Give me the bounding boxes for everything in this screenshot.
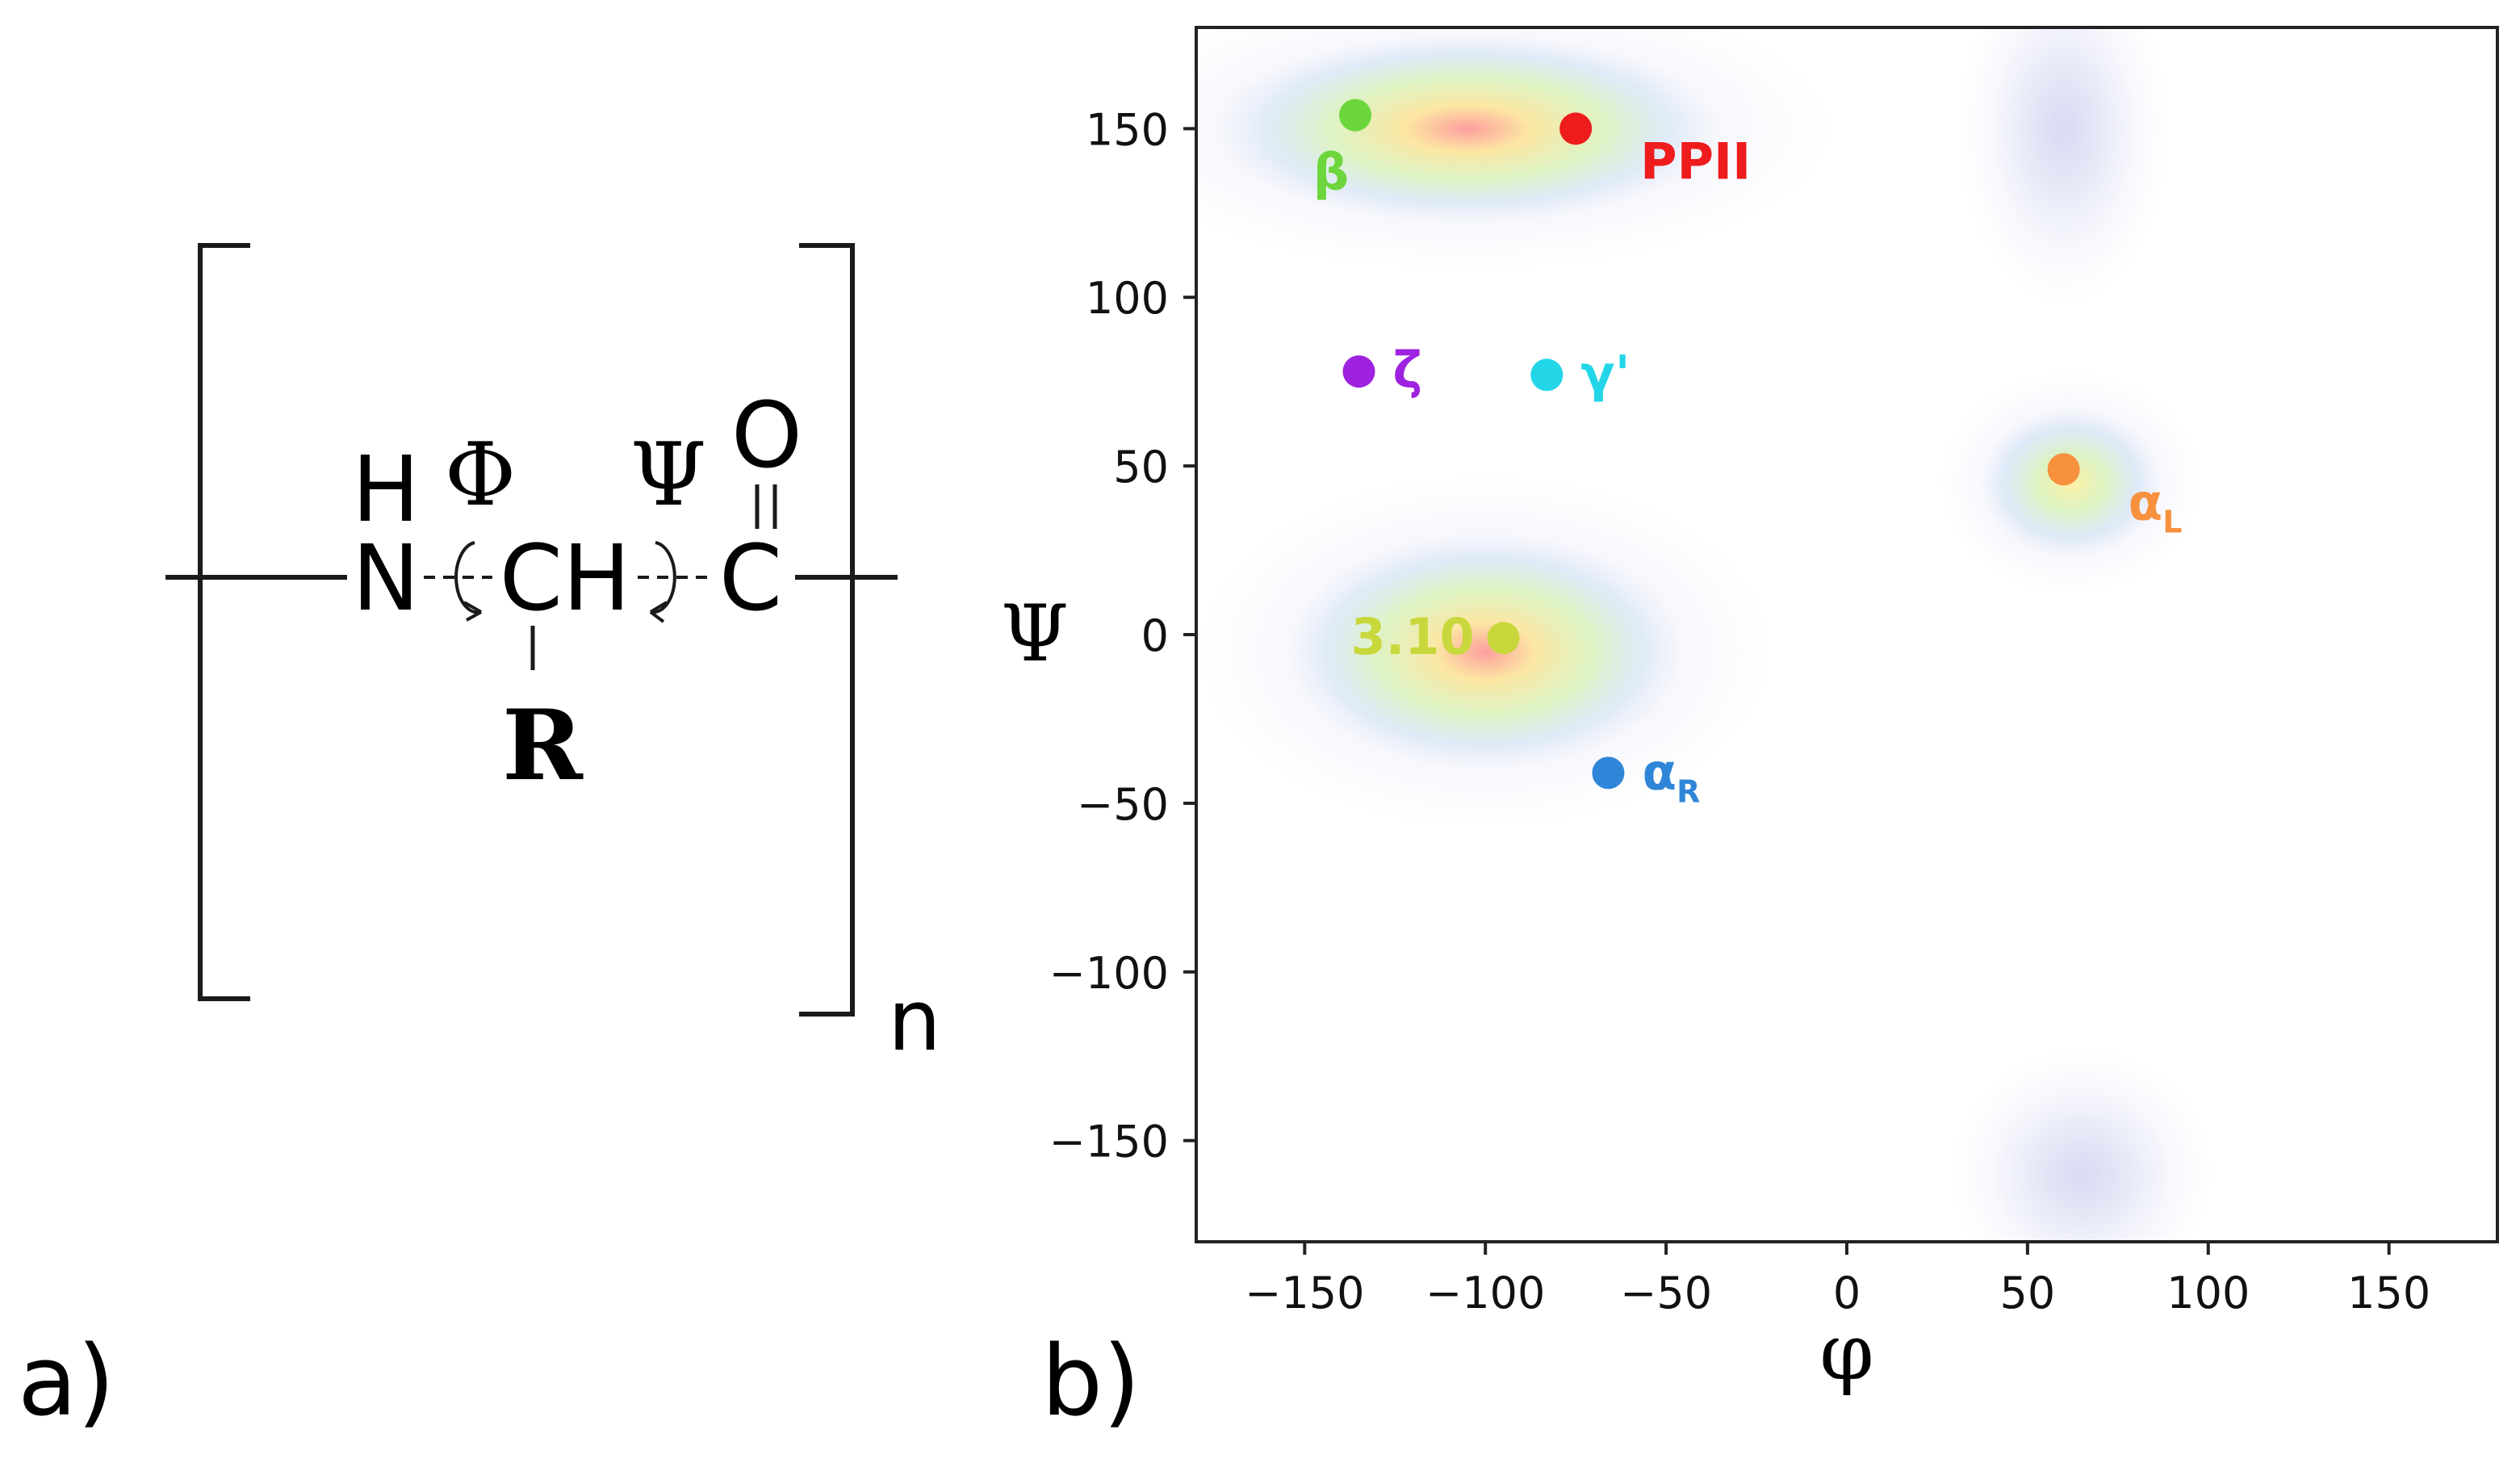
y-tick-label: −150: [1049, 1117, 1169, 1167]
phi-angle-symbol: Φ: [445, 425, 517, 526]
atom-o: O: [731, 384, 802, 488]
x-tick-label: 150: [2347, 1268, 2430, 1318]
atom-ch: CH: [500, 526, 630, 631]
y-tick-label: 150: [1086, 104, 1169, 155]
region-point: [1530, 358, 1563, 392]
region-label-subscript: L: [2162, 504, 2182, 539]
left-bracket: [198, 243, 250, 1001]
region-point: [1342, 355, 1375, 388]
atom-n: N: [352, 526, 420, 631]
region-point: [1487, 622, 1520, 655]
y-tick-label: 0: [1141, 610, 1169, 661]
region-point: [1339, 99, 1372, 132]
region-point: [1592, 757, 1625, 790]
panel-a-label: a): [18, 1326, 115, 1438]
region-label-subscript: R: [1677, 773, 1700, 809]
y-tick-label: 100: [1086, 273, 1169, 324]
density-region: [1991, 1090, 2172, 1242]
x-tick-label: 50: [2000, 1268, 2056, 1318]
region-label: β: [1313, 143, 1349, 202]
x-tick-label: −150: [1245, 1268, 1364, 1318]
region-point: [2047, 453, 2080, 486]
density-region: [1991, 27, 2137, 247]
y-tick-label: 50: [1113, 442, 1169, 493]
y-axis-label: Ψ: [1001, 589, 1069, 679]
x-tick-label: −50: [1620, 1268, 1712, 1318]
panel-b-label: b): [1041, 1326, 1141, 1438]
side-chain-r: R: [502, 689, 584, 803]
right-bracket: [799, 243, 855, 1017]
density-region: [1286, 533, 1685, 770]
repeat-subscript: n: [888, 971, 941, 1070]
peptide-structure: H N CH C O R Φ Ψ n: [165, 243, 941, 1070]
region-label: PPII: [1640, 132, 1751, 191]
plot-frame: [1195, 26, 2499, 1243]
x-tick-label: 100: [2166, 1268, 2250, 1318]
density-region: [1214, 34, 1721, 224]
psi-rotation-arrow-icon: [650, 541, 676, 614]
ramachandran-plot: −150 −100 −50 0 50 100 150150100500−50−100−150…: [1001, 26, 2499, 1398]
psi-angle-symbol: Ψ: [630, 425, 707, 526]
region-point: [1559, 112, 1593, 145]
region-label: ζ: [1393, 341, 1423, 400]
atom-c: C: [719, 526, 782, 631]
phi-rotation-arrow-icon: [454, 541, 482, 614]
y-tick-label: −50: [1077, 779, 1169, 830]
region-label: γ': [1580, 344, 1630, 403]
x-tick-label: −100: [1425, 1268, 1545, 1318]
region-label: αR: [1642, 742, 1700, 809]
atom-h: H: [352, 438, 420, 543]
x-axis-label: φ: [1819, 1307, 1873, 1398]
axis-ticks: −150 −100 −50 0 50 100 150 150 100 50 0 −50 −100 −150: [1049, 104, 2431, 1318]
x-tick-label: 0: [1833, 1268, 1861, 1318]
region-label: 3.10: [1351, 607, 1475, 666]
y-tick-label: −100: [1049, 948, 1169, 999]
density-map: [1196, 27, 2213, 1242]
